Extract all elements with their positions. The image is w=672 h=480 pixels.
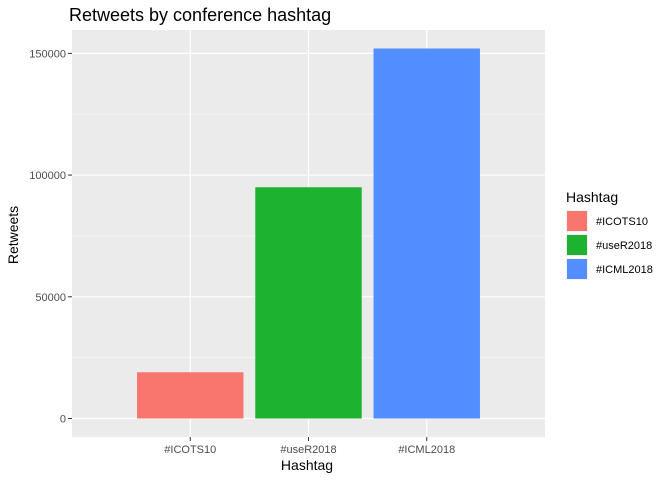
y-tick-label: 100000 [29,170,66,182]
y-axis-ticks: 0 50000 100000 150000 [29,48,72,426]
legend-label: #useR2018 [596,240,652,252]
x-axis-title: Hashtag [281,457,333,473]
legend-swatch [567,259,587,279]
x-tick-label: #ICOTS10 [164,444,216,456]
y-axis-title: Retweets [5,206,21,264]
bar-3 [373,48,480,419]
bars [137,48,480,419]
x-tick-label: #useR2018 [280,444,336,456]
legend-swatch [567,235,587,255]
y-tick-label: 0 [60,414,66,426]
x-tick-label: #ICML2018 [398,444,455,456]
bar-1 [137,372,244,419]
legend-swatch [567,211,587,231]
legend: Hashtag #ICOTS10 #useR2018 #ICML2018 [566,189,653,280]
legend-label: #ICML2018 [596,264,653,276]
legend-items: #ICOTS10 #useR2018 #ICML2018 [566,210,653,280]
chart-title: Retweets by conference hashtag [69,5,331,25]
bar-2 [255,187,362,419]
y-tick-label: 150000 [29,48,66,60]
legend-label: #ICOTS10 [596,216,648,228]
x-axis-ticks: #ICOTS10 #useR2018 #ICML2018 [164,437,455,456]
y-tick-label: 50000 [35,292,66,304]
legend-title: Hashtag [566,189,618,205]
